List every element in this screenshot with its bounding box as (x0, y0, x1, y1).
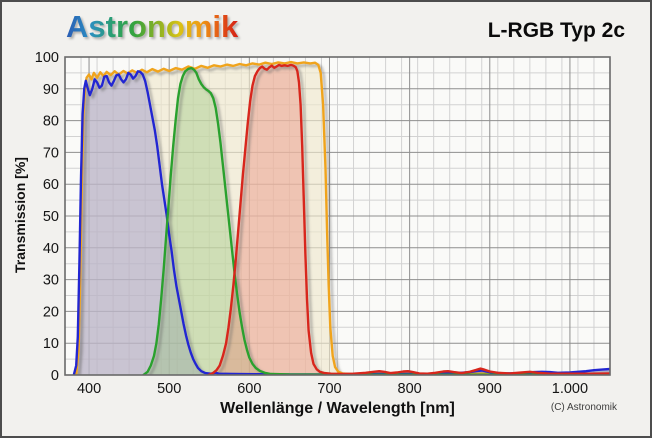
y-tick-label: 40 (43, 241, 59, 257)
series-fills (73, 62, 610, 375)
x-tick-label: 400 (77, 381, 101, 397)
y-tick-label: 30 (43, 273, 59, 289)
x-tick-label: 800 (398, 381, 422, 397)
page-title: L-RGB Typ 2c (487, 19, 625, 42)
x-tick-label: 600 (237, 381, 261, 397)
plot-border (64, 56, 611, 376)
x-tick-label: 700 (317, 381, 341, 397)
x-tick-label: 500 (157, 381, 181, 397)
y-tick-label: 10 (43, 336, 59, 352)
y-tick-label: 80 (43, 114, 59, 130)
line-green (142, 66, 610, 375)
fill-blue (73, 71, 610, 375)
y-tick-label: 20 (43, 304, 59, 320)
x-tick-label: 1.000 (552, 381, 588, 397)
x-axis-label: Wellenlänge / Wavelength [nm] (220, 400, 455, 417)
copyright-text: (C) Astronomik (550, 402, 617, 413)
astronomik-logo: Astronomik (66, 9, 239, 44)
y-tick-label: 70 (43, 145, 59, 161)
series-lines (72, 60, 610, 375)
fill-luminance (76, 62, 610, 375)
fill-red (208, 64, 610, 375)
y-tick-labels: 0 10 20 30 40 50 60 70 80 90 100 (35, 50, 59, 384)
x-tick-label: 900 (478, 381, 502, 397)
y-tick-label: 100 (35, 50, 59, 66)
y-tick-label: 90 (43, 82, 59, 98)
y-tick-label: 60 (43, 177, 59, 193)
line-red (207, 63, 610, 375)
y-tick-label: 0 (51, 368, 59, 384)
y-tick-label: 50 (43, 209, 59, 225)
x-tick-labels: 400 500 600 700 800 900 1.000 (77, 381, 588, 397)
line-luminance (74, 60, 610, 375)
fill-green (143, 68, 610, 375)
